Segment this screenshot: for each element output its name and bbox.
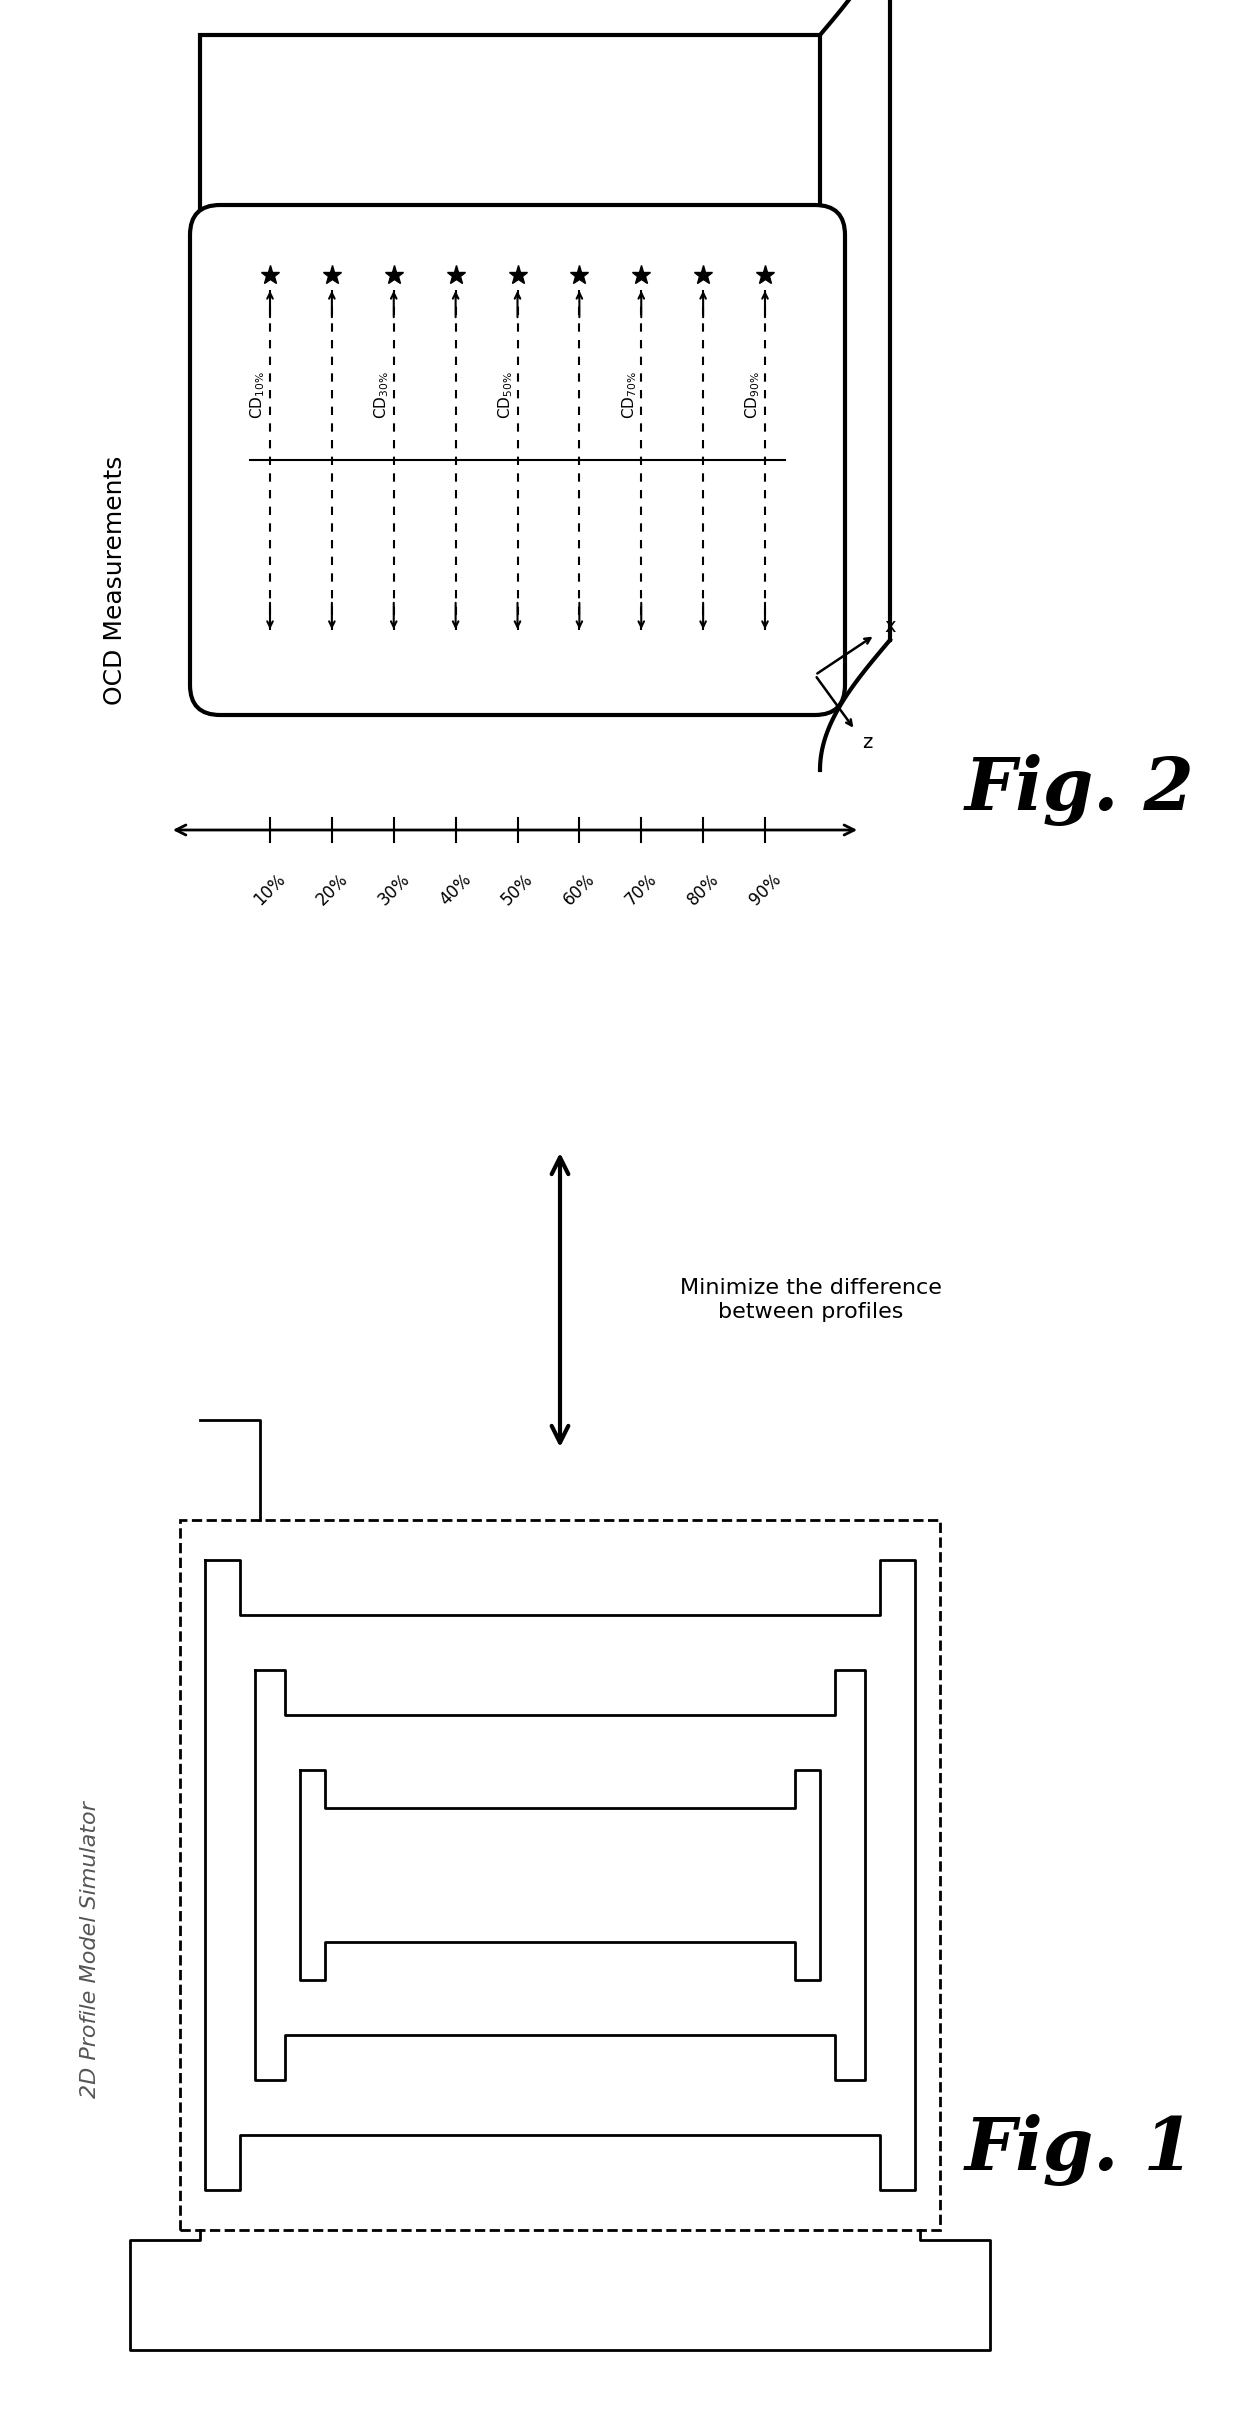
Text: CD$_{90\%}$: CD$_{90\%}$ <box>744 370 763 418</box>
Text: 90%: 90% <box>745 871 785 910</box>
Text: x: x <box>884 617 895 636</box>
Text: CD$_{70\%}$: CD$_{70\%}$ <box>620 370 639 418</box>
Text: z: z <box>862 733 872 752</box>
Text: 60%: 60% <box>560 871 599 910</box>
Text: 40%: 40% <box>436 871 475 910</box>
Text: 50%: 50% <box>498 871 537 910</box>
Bar <box>200 34 820 699</box>
Text: Fig. 1: Fig. 1 <box>965 2114 1195 2187</box>
Text: 30%: 30% <box>374 871 413 910</box>
Text: OCD Measurements: OCD Measurements <box>103 455 126 704</box>
Text: 70%: 70% <box>622 871 661 910</box>
Bar <box>180 1519 940 2230</box>
Text: CD$_{50\%}$: CD$_{50\%}$ <box>496 370 515 418</box>
Text: 80%: 80% <box>683 871 723 910</box>
Text: CD$_{30\%}$: CD$_{30\%}$ <box>372 370 391 418</box>
Text: Fig. 2: Fig. 2 <box>965 755 1195 825</box>
Text: 10%: 10% <box>250 871 289 910</box>
Text: CD$_{10\%}$: CD$_{10\%}$ <box>249 370 268 418</box>
Text: 20%: 20% <box>312 871 351 910</box>
Text: 2D Profile Model Simulator: 2D Profile Model Simulator <box>81 1802 100 2097</box>
FancyBboxPatch shape <box>190 206 844 716</box>
Text: Minimize the difference
between profiles: Minimize the difference between profiles <box>680 1277 942 1321</box>
